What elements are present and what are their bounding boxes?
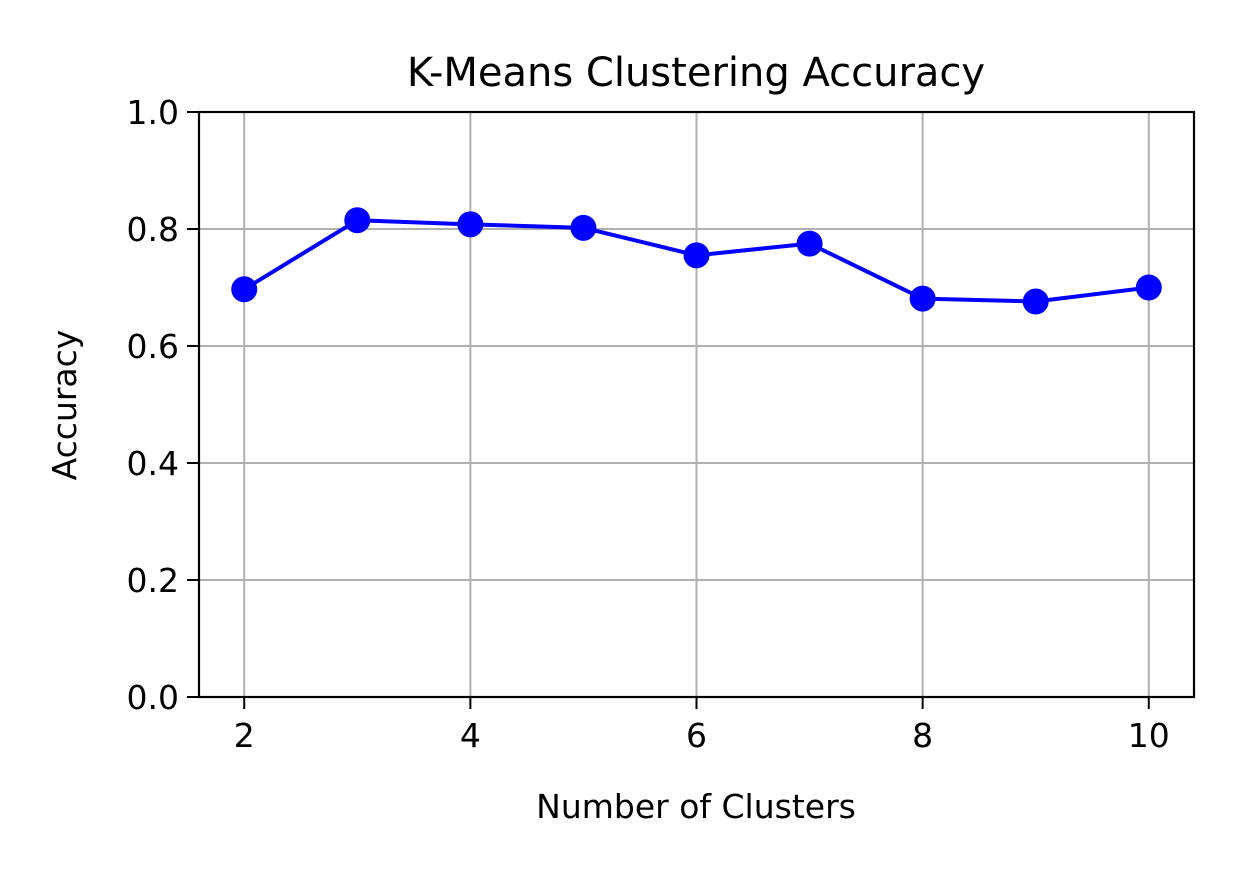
data-point — [683, 242, 710, 269]
y-tick-label: 0.6 — [127, 327, 179, 366]
data-point — [570, 214, 597, 241]
x-tick-label: 2 — [234, 716, 255, 755]
ticks: 2 4 6 8 10 0.0 0.2 0.4 0.6 0.8 1.0 — [127, 93, 1170, 755]
data-point — [1022, 288, 1049, 315]
y-axis-label: Accuracy — [45, 330, 84, 481]
series-layer — [231, 207, 1162, 315]
data-point — [344, 207, 371, 234]
data-point — [457, 211, 484, 238]
y-tick-label: 0.8 — [127, 210, 179, 249]
x-tick-label: 10 — [1128, 716, 1170, 755]
data-point — [1135, 274, 1162, 301]
chart-title: K-Means Clustering Accuracy — [407, 50, 985, 96]
y-tick-label: 0.0 — [127, 678, 179, 717]
y-tick-label: 1.0 — [127, 93, 179, 132]
x-tick-label: 8 — [912, 716, 933, 755]
data-point — [796, 230, 823, 257]
y-tick-label: 0.2 — [127, 561, 179, 600]
data-point — [909, 285, 936, 312]
x-axis-label: Number of Clusters — [536, 787, 856, 826]
data-point — [231, 276, 258, 303]
x-tick-label: 6 — [686, 716, 707, 755]
y-tick-label: 0.4 — [127, 444, 179, 483]
x-tick-label: 4 — [460, 716, 481, 755]
